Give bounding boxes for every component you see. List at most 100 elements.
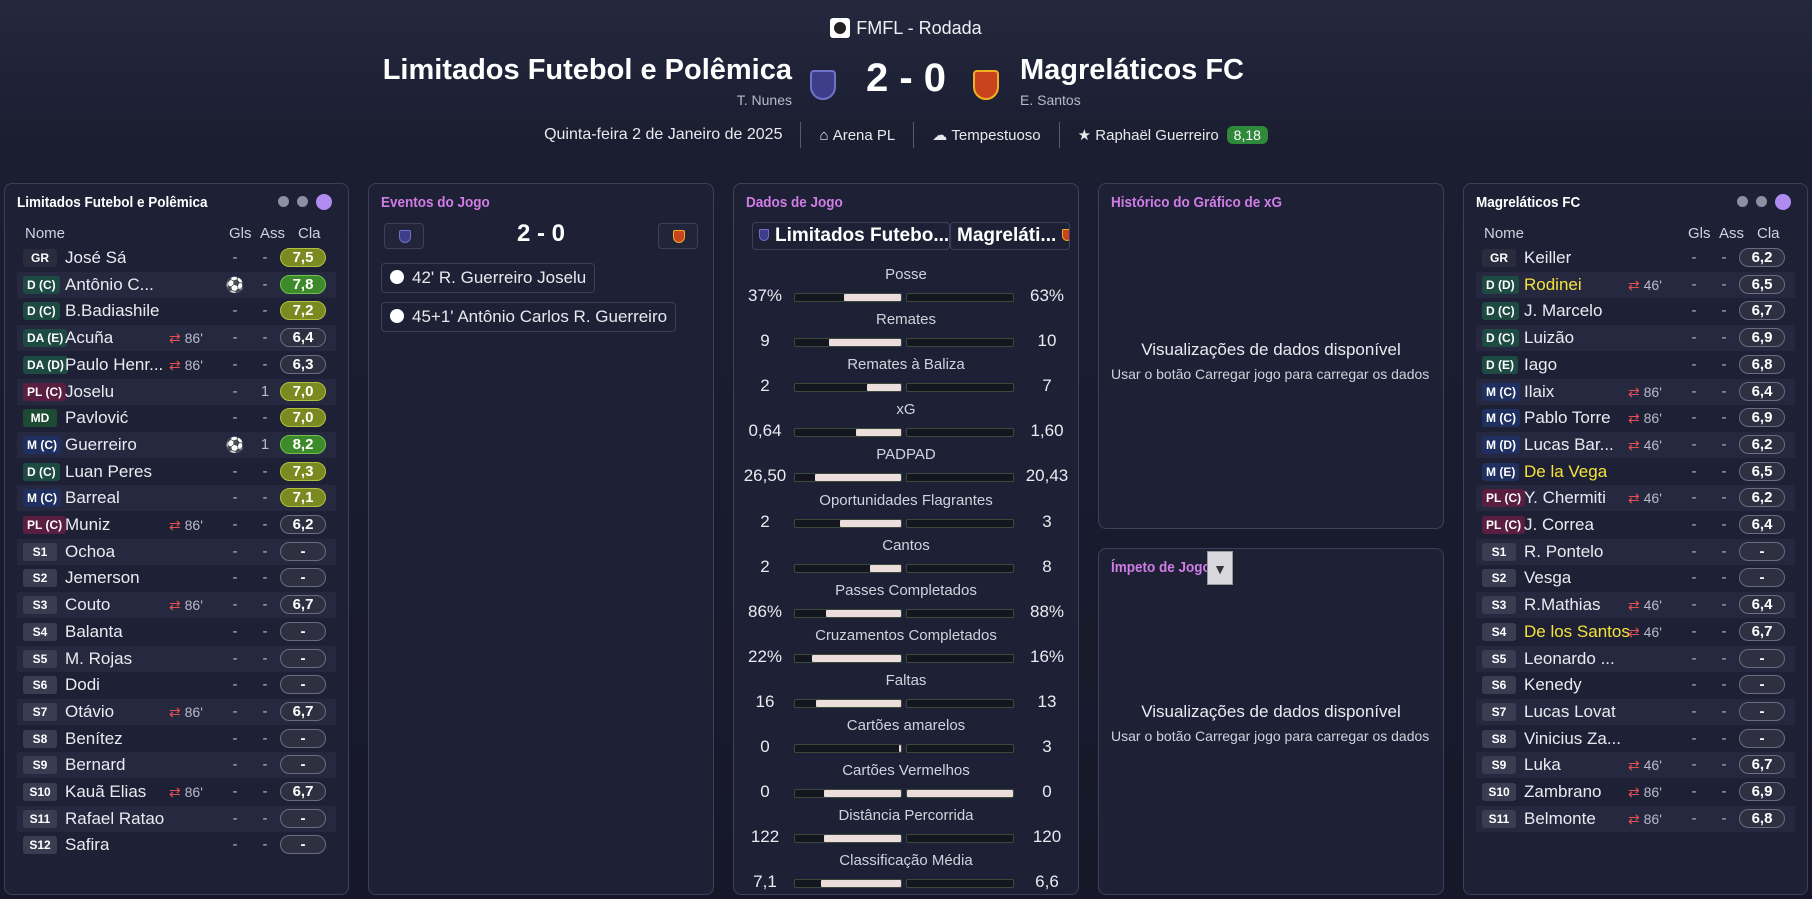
- player-row[interactable]: S10 Kauã Elias ⇄ 86' - -6,7: [17, 779, 336, 805]
- home-tab[interactable]: Limitados Futebo...: [752, 222, 950, 250]
- player-row[interactable]: S7 Lucas Lovat - - -: [1476, 698, 1795, 725]
- event-item[interactable]: 45+1' Antônio Carlos R. Guerreiro: [381, 302, 677, 332]
- player-name[interactable]: Iago: [1524, 354, 1558, 374]
- player-name[interactable]: Rafael Ratao: [65, 808, 165, 828]
- player-row[interactable]: PL (C) J. Correa - -6,4: [1476, 512, 1795, 538]
- player-name[interactable]: Acuña: [65, 328, 114, 348]
- view-toggle[interactable]: [278, 194, 332, 210]
- player-of-match[interactable]: Raphaël Guerreiro: [1095, 126, 1219, 144]
- player-name[interactable]: Y. Chermiti: [1524, 488, 1606, 508]
- player-row[interactable]: S12 Safira - - -: [17, 832, 336, 858]
- player-row[interactable]: S11 Belmonte ⇄ 86' - -6,8: [1476, 805, 1795, 832]
- player-row[interactable]: S6 Kenedy - - -: [1476, 672, 1795, 698]
- player-name[interactable]: M. Rojas: [65, 648, 133, 668]
- col-cla[interactable]: Cla: [1757, 225, 1780, 242]
- player-row[interactable]: DA (D) Paulo Henr... ⇄ 86' - -6,3: [17, 352, 336, 378]
- player-row[interactable]: S9 Luka ⇄ 46' - -6,7: [1476, 752, 1795, 779]
- player-name[interactable]: José Sá: [65, 248, 127, 267]
- player-row[interactable]: M (C) Ilaix ⇄ 86' - -6,4: [1476, 378, 1795, 405]
- player-row[interactable]: D (C) Antônio C... ⚽ -7,8: [17, 271, 336, 298]
- player-row[interactable]: M (E) De la Vega - -6,5: [1476, 459, 1795, 485]
- player-name[interactable]: R. Pontelo: [1524, 541, 1604, 561]
- player-name[interactable]: Jemerson: [65, 568, 140, 588]
- view-dot[interactable]: [1737, 196, 1748, 207]
- player-row[interactable]: S5 Leonardo ... - - -: [1476, 645, 1795, 672]
- player-row[interactable]: GR Keiller - -6,2: [1476, 245, 1795, 271]
- player-name[interactable]: Pavlović: [65, 408, 129, 428]
- player-name[interactable]: Couto: [65, 595, 111, 615]
- player-row[interactable]: PL (C) Joselu - 1 7,0: [17, 378, 336, 405]
- player-row[interactable]: S2 Vesga - - -: [1476, 565, 1795, 591]
- view-dot[interactable]: [297, 196, 308, 207]
- home-manager[interactable]: T. Nunes: [736, 92, 792, 108]
- col-ass[interactable]: Ass: [1719, 225, 1745, 242]
- player-row[interactable]: S9 Bernard - - -: [17, 752, 336, 779]
- player-row[interactable]: D (D) Rodinei ⇄ 46' - -6,5: [1476, 271, 1795, 298]
- player-name[interactable]: Luka: [1524, 755, 1561, 775]
- away-manager[interactable]: E. Santos: [1020, 92, 1081, 108]
- player-name[interactable]: Balanta: [65, 621, 123, 641]
- col-cla[interactable]: Cla: [298, 225, 321, 242]
- player-name[interactable]: R.Mathias: [1524, 595, 1601, 615]
- player-name[interactable]: Paulo Henr...: [65, 354, 164, 374]
- view-dot[interactable]: [1756, 196, 1767, 207]
- home-team-name[interactable]: Limitados Futebol e Polêmica: [382, 54, 792, 86]
- player-row[interactable]: D (C) J. Marcelo - -6,7: [1476, 298, 1795, 324]
- view-dot[interactable]: [278, 196, 289, 207]
- col-name[interactable]: Nome: [1484, 225, 1525, 242]
- away-tab[interactable]: Magreláti...: [950, 222, 1070, 250]
- stadium-name[interactable]: Arena PL: [832, 126, 896, 144]
- event-item[interactable]: 42' R. Guerreiro Joselu: [381, 263, 596, 293]
- player-row[interactable]: PL (C) Muniz ⇄ 86' - -6,2: [17, 512, 336, 538]
- player-name[interactable]: Leonardo ...: [1524, 648, 1615, 668]
- player-row[interactable]: S5 M. Rojas - - -: [17, 645, 336, 672]
- player-name[interactable]: Kauã Elias: [65, 782, 147, 801]
- player-row[interactable]: S3 R.Mathias ⇄ 46' - -6,4: [1476, 592, 1795, 619]
- player-name[interactable]: Joselu: [65, 381, 115, 401]
- player-name[interactable]: J. Correa: [1524, 515, 1594, 534]
- player-name[interactable]: Vinicius Za...: [1524, 728, 1622, 748]
- player-row[interactable]: D (C) Luizão - -6,9: [1476, 325, 1795, 352]
- col-ass[interactable]: Ass: [260, 225, 286, 242]
- view-toggle[interactable]: [1737, 194, 1791, 210]
- player-name[interactable]: De los Santos: [1524, 621, 1630, 641]
- player-name[interactable]: Rodinei: [1524, 274, 1582, 294]
- player-name[interactable]: J. Marcelo: [1524, 301, 1603, 321]
- player-name[interactable]: Dodi: [65, 675, 100, 695]
- view-dot-active[interactable]: [316, 194, 332, 210]
- player-row[interactable]: S4 Balanta - - -: [17, 619, 336, 645]
- player-name[interactable]: Lucas Lovat: [1524, 701, 1616, 721]
- player-row[interactable]: M (C) Barreal - -7,1: [17, 485, 336, 512]
- player-row[interactable]: S6 Dodi - - -: [17, 672, 336, 698]
- player-name[interactable]: Belmonte: [1524, 808, 1596, 828]
- player-row[interactable]: M (C) Guerreiro ⚽ 1 8,2: [17, 431, 336, 458]
- player-name[interactable]: Luizão: [1524, 328, 1575, 348]
- player-row[interactable]: GR José Sá - -7,5: [17, 245, 336, 271]
- player-name[interactable]: Benítez: [65, 728, 123, 748]
- player-name[interactable]: Zambrano: [1524, 782, 1602, 801]
- player-row[interactable]: S1 R. Pontelo - - -: [1476, 538, 1795, 565]
- col-name[interactable]: Nome: [25, 225, 66, 242]
- player-name[interactable]: Kenedy: [1524, 675, 1582, 695]
- player-name[interactable]: Lucas Bar...: [1524, 434, 1614, 454]
- player-row[interactable]: S8 Vinicius Za... - - -: [1476, 726, 1795, 752]
- chevron-down-icon[interactable]: ▼: [1207, 551, 1233, 585]
- player-row[interactable]: D (C) Luan Peres - -7,3: [17, 459, 336, 485]
- away-team-name[interactable]: Magreláticos FC: [1020, 54, 1244, 86]
- player-row[interactable]: M (C) Pablo Torre ⇄ 86' - -6,9: [1476, 405, 1795, 431]
- player-name[interactable]: B.Badiashile: [65, 301, 160, 321]
- player-row[interactable]: S1 Ochoa - - -: [17, 538, 336, 565]
- player-name[interactable]: De la Vega: [1524, 461, 1608, 481]
- player-name[interactable]: Antônio C...: [65, 274, 154, 294]
- col-gls[interactable]: Gls: [229, 225, 252, 242]
- player-name[interactable]: Barreal: [65, 488, 120, 508]
- player-name[interactable]: Safira: [65, 835, 110, 855]
- player-row[interactable]: PL (C) Y. Chermiti ⇄ 46' - -6,2: [1476, 485, 1795, 512]
- player-row[interactable]: S11 Rafael Ratao - - -: [17, 805, 336, 832]
- view-dot-active[interactable]: [1775, 194, 1791, 210]
- player-name[interactable]: Otávio: [65, 701, 115, 721]
- player-name[interactable]: Vesga: [1524, 568, 1572, 588]
- player-row[interactable]: M (D) Lucas Bar... ⇄ 46' - -6,2: [1476, 431, 1795, 458]
- competition-title[interactable]: FMFL - Rodada: [0, 18, 1812, 39]
- player-row[interactable]: S3 Couto ⇄ 86' - -6,7: [17, 592, 336, 619]
